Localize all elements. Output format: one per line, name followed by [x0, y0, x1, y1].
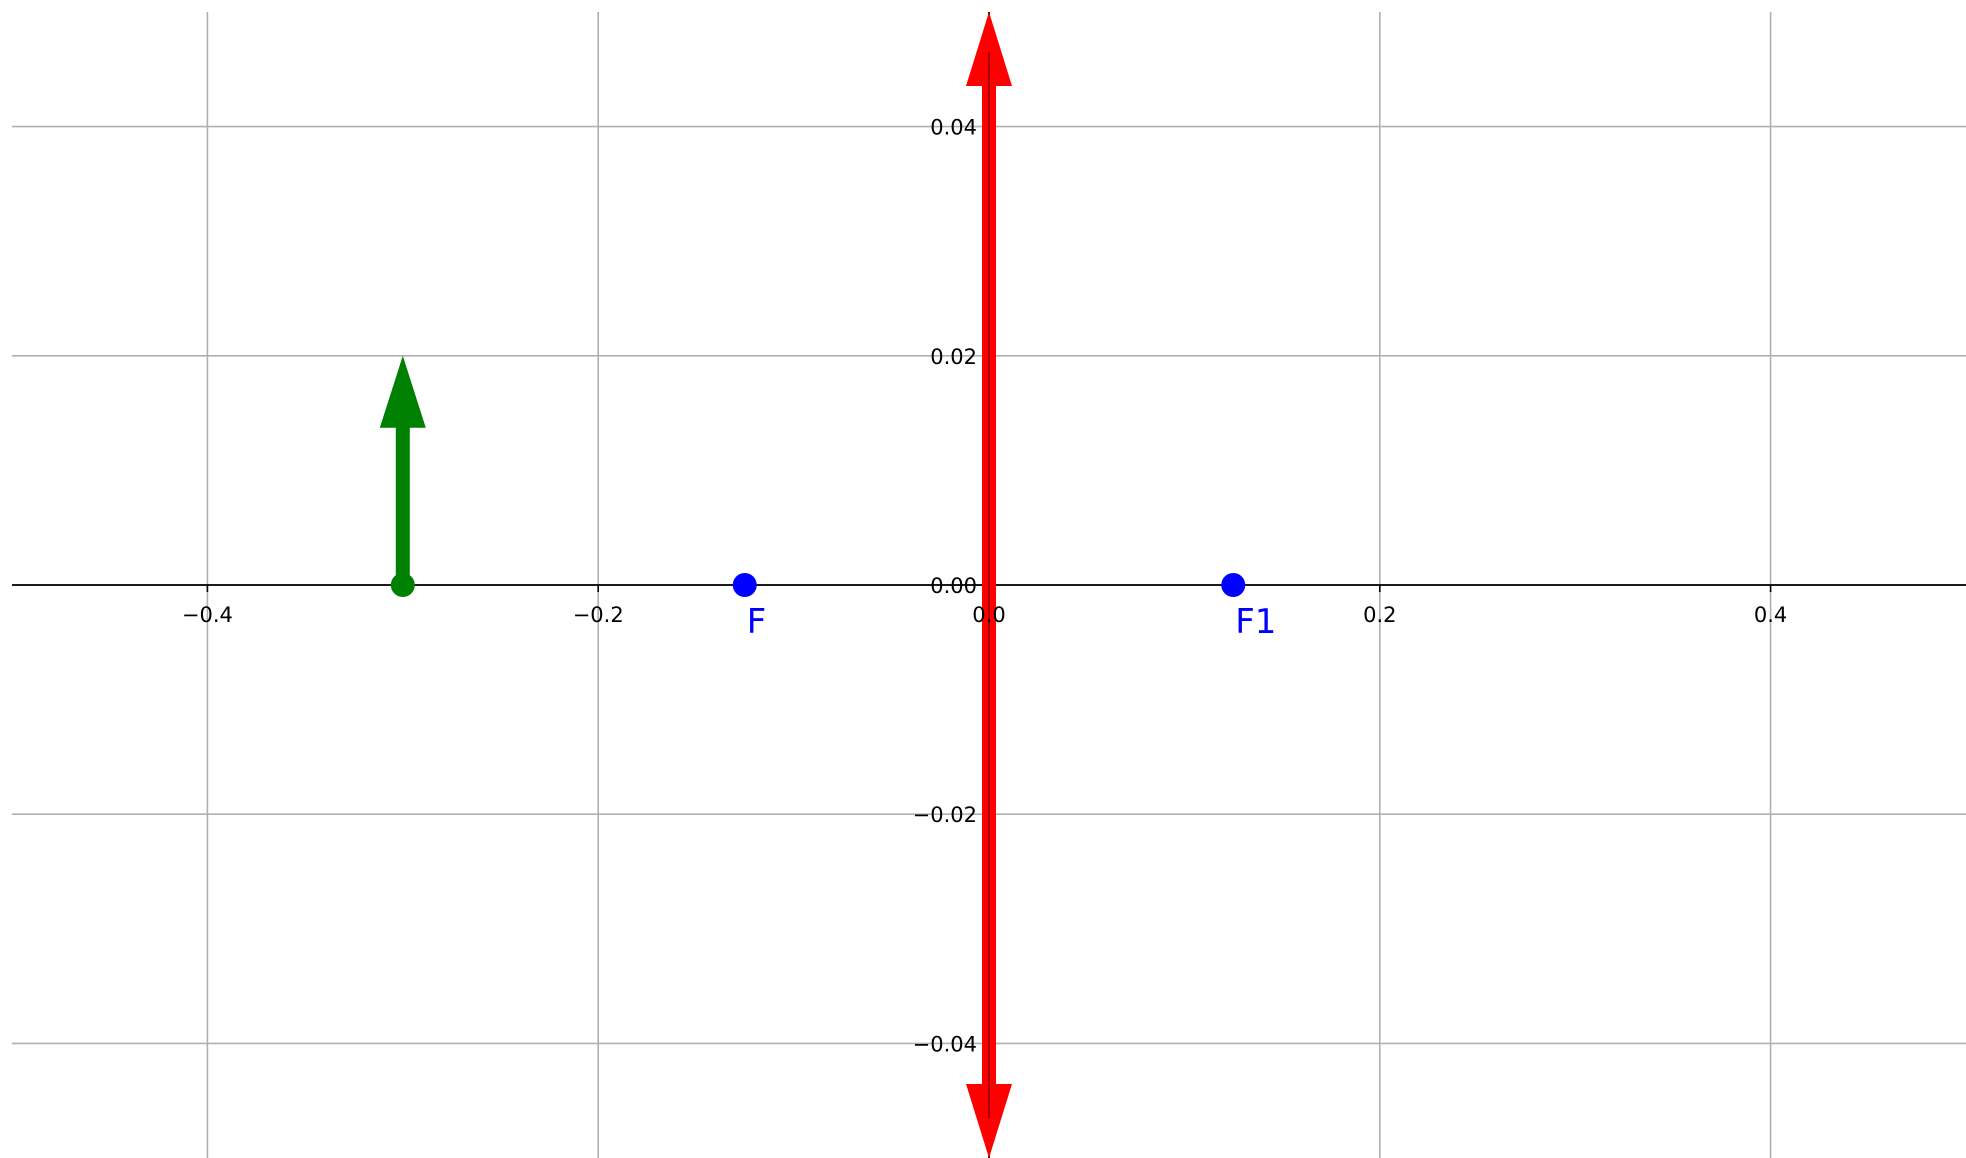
focal-point-label: F — [747, 602, 767, 642]
lens-arrow-head-top — [966, 12, 1012, 86]
focal-point-label: F1 — [1235, 602, 1276, 642]
marks-layer — [379, 12, 1246, 1158]
y-tick-label: 0.04 — [930, 116, 977, 140]
y-tick-label: 0.02 — [930, 345, 977, 369]
y-tick-label: −0.02 — [913, 803, 977, 827]
labels-layer: −0.4 −0.2 0.0 0.2 0.4 0.04 0.02 0.00 −0.02 −0.04 F… — [182, 116, 1787, 1057]
lens-arrow-head-bottom — [966, 1084, 1012, 1158]
object-arrow-base — [390, 573, 415, 597]
y-tick-label: −0.04 — [913, 1032, 977, 1056]
object-arrow-head — [379, 355, 426, 428]
x-tick-label: 0.2 — [1363, 603, 1396, 627]
y-tick-label: 0.00 — [930, 574, 977, 598]
x-tick-label: −0.2 — [573, 603, 624, 627]
focal-point — [1221, 573, 1246, 597]
x-tick-label: 0.4 — [1754, 603, 1787, 627]
x-tick-label: 0.0 — [972, 603, 1005, 627]
x-tick-label: −0.4 — [182, 603, 233, 627]
focal-point — [732, 573, 757, 597]
